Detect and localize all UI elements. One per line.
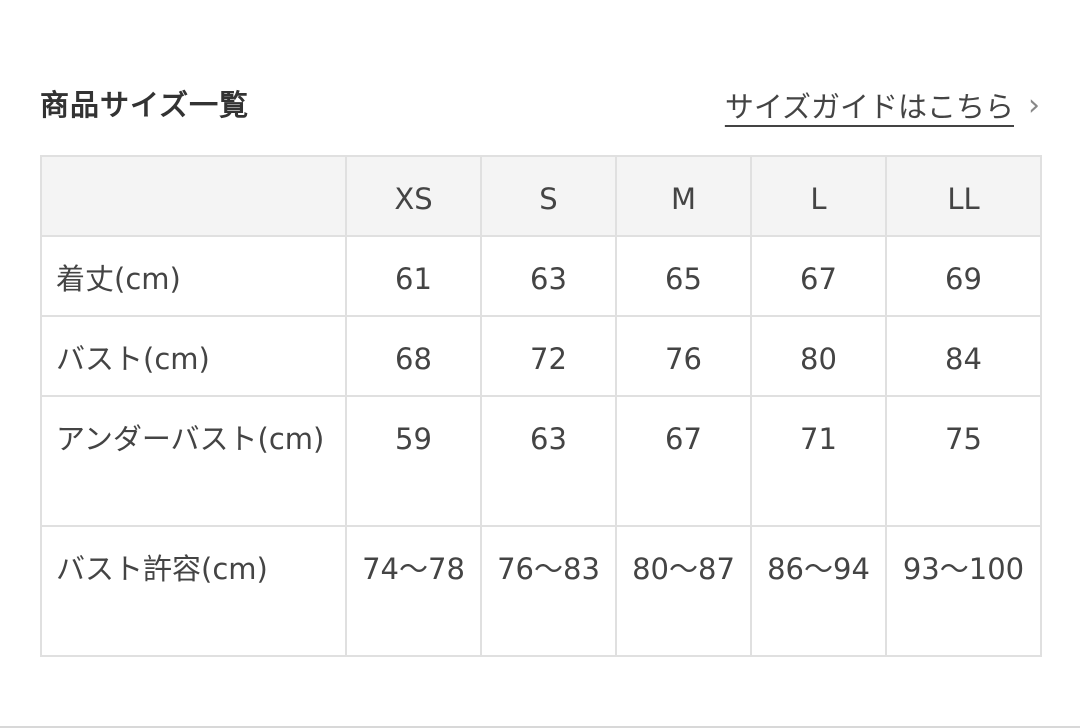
column-header: L xyxy=(750,155,887,237)
table-cell: 65 xyxy=(615,235,752,317)
column-header: M xyxy=(615,155,752,237)
table-cell: 63 xyxy=(480,235,617,317)
table-cell: 93〜100 xyxy=(885,525,1042,657)
table-row: アンダーバスト(cm) 59 63 67 71 75 xyxy=(40,395,1042,527)
row-label: 着丈(cm) xyxy=(40,235,347,317)
table-cell: 74〜78 xyxy=(345,525,482,657)
table-header-row: XS S M L LL xyxy=(40,155,1042,237)
table-cell: 63 xyxy=(480,395,617,527)
row-label: アンダーバスト(cm) xyxy=(40,395,347,527)
table-cell: 80〜87 xyxy=(615,525,752,657)
table-row: バスト(cm) 68 72 76 80 84 xyxy=(40,315,1042,397)
column-header: LL xyxy=(885,155,1042,237)
table-cell: 61 xyxy=(345,235,482,317)
column-header: XS xyxy=(345,155,482,237)
divider xyxy=(0,726,1080,728)
table-cell: 67 xyxy=(750,235,887,317)
table-cell: 76 xyxy=(615,315,752,397)
size-guide-link-container[interactable]: サイズガイドはこちら › xyxy=(725,84,1040,126)
table-cell: 76〜83 xyxy=(480,525,617,657)
column-header xyxy=(40,155,347,237)
table-cell: 67 xyxy=(615,395,752,527)
page-title: 商品サイズ一覧 xyxy=(40,88,250,122)
column-header: S xyxy=(480,155,617,237)
table-cell: 80 xyxy=(750,315,887,397)
size-table: XS S M L LL 着丈(cm) 61 63 65 67 69 バスト(cm… xyxy=(40,155,1042,657)
chevron-right-icon: › xyxy=(1028,87,1040,123)
table-cell: 71 xyxy=(750,395,887,527)
table-row: バスト許容(cm) 74〜78 76〜83 80〜87 86〜94 93〜100 xyxy=(40,525,1042,657)
table-cell: 69 xyxy=(885,235,1042,317)
table-cell: 84 xyxy=(885,315,1042,397)
row-label: バスト許容(cm) xyxy=(40,525,347,657)
table-row: 着丈(cm) 61 63 65 67 69 xyxy=(40,235,1042,317)
row-label: バスト(cm) xyxy=(40,315,347,397)
table-cell: 72 xyxy=(480,315,617,397)
table-cell: 59 xyxy=(345,395,482,527)
table-cell: 68 xyxy=(345,315,482,397)
size-guide-link[interactable]: サイズガイドはこちら xyxy=(724,90,1014,124)
table-cell: 75 xyxy=(885,395,1042,527)
table-cell: 86〜94 xyxy=(750,525,887,657)
